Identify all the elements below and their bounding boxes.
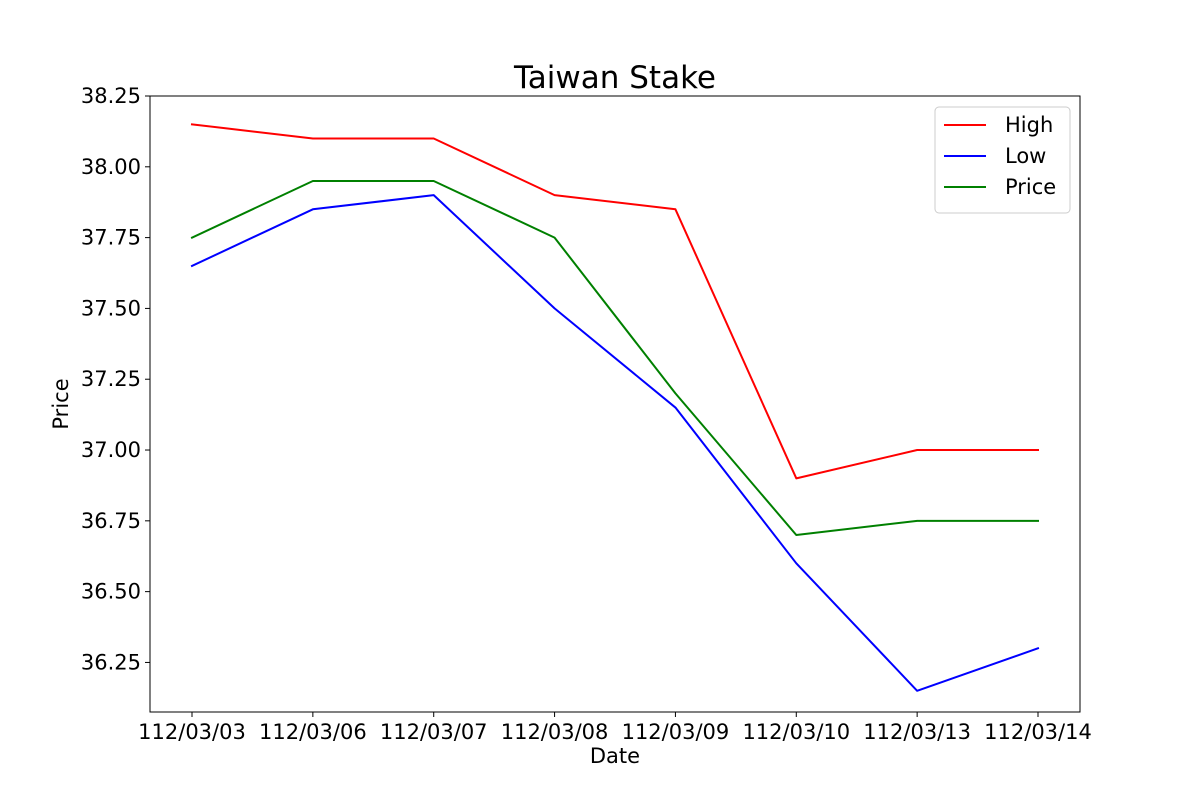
series-line-low [190,194,1040,692]
y-axis-label: Price [49,378,73,429]
x-tick-label: 112/03/06 [259,720,367,744]
x-tick-label: 112/03/08 [501,720,609,744]
y-tick-label: 38.00 [81,155,141,179]
legend-label-low: Low [1005,144,1046,168]
x-tick-label: 112/03/13 [863,720,971,744]
y-tick-label: 36.50 [81,580,141,604]
y-tick-label: 36.75 [81,509,141,533]
y-tick-label: 37.75 [81,226,141,250]
x-tick-label: 112/03/07 [380,720,488,744]
legend-label-price: Price [1005,175,1056,199]
x-tick-label: 112/03/09 [622,720,730,744]
y-tick-label: 37.50 [81,296,141,320]
chart-title: Taiwan Stake [513,60,716,96]
x-tick-label: 112/03/10 [742,720,850,744]
x-axis: 112/03/03 112/03/06 112/03/07 112/03/08 112/… [138,712,1092,744]
y-tick-label: 38.25 [81,84,141,108]
y-tick-label: 37.00 [81,438,141,462]
axes-frame [149,95,1081,713]
y-axis: 36.25 36.50 36.75 37.00 37.25 37.50 37.75 38.00… [81,84,150,674]
x-tick-label: 112/03/03 [138,720,246,744]
legend: High Low Price [934,106,1071,214]
series-layer [190,123,1040,692]
y-tick-label: 36.25 [81,650,141,674]
legend-label-high: High [1005,113,1053,137]
y-tick-label: 37.25 [81,367,141,391]
series-line-price [190,179,1039,536]
x-axis-label: Date [590,744,640,768]
x-tick-label: 112/03/14 [984,720,1092,744]
series-line-high [190,123,1039,480]
